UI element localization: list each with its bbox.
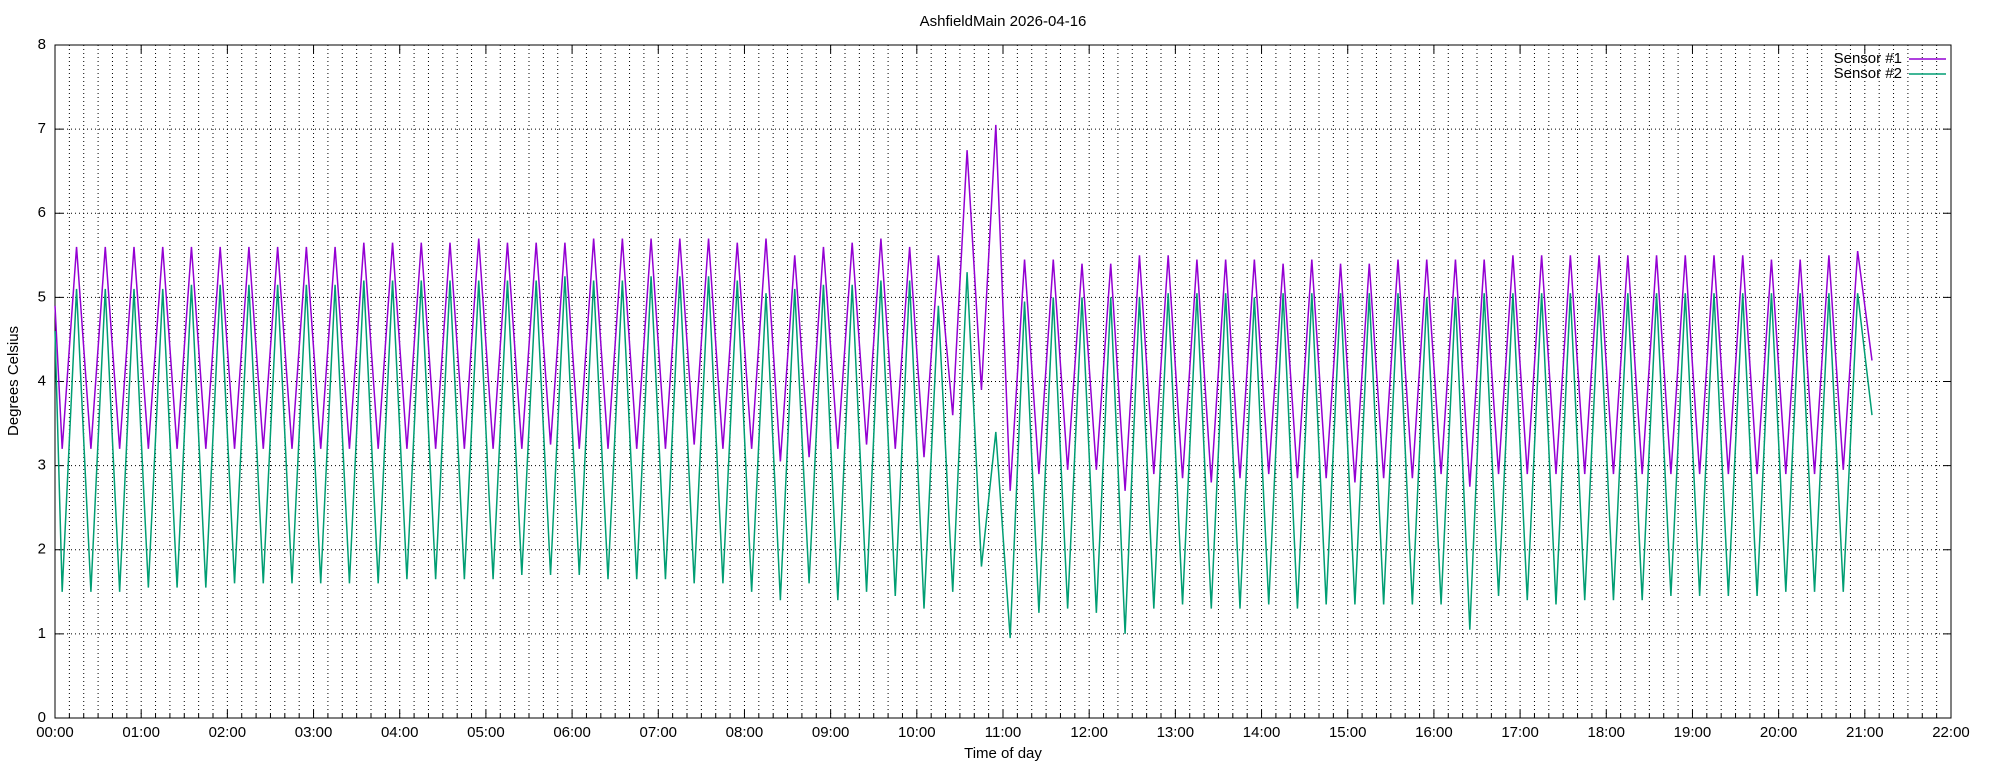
x-tick-label: 17:00 bbox=[1501, 724, 1539, 741]
x-tick-label: 04:00 bbox=[381, 724, 419, 741]
x-tick-label: 05:00 bbox=[467, 724, 505, 741]
x-tick-label: 03:00 bbox=[295, 724, 333, 741]
x-tick-label: 18:00 bbox=[1587, 724, 1625, 741]
series-line bbox=[54, 272, 1873, 639]
legend-label: Sensor #1 bbox=[1834, 50, 1902, 67]
x-tick-label: 00:00 bbox=[36, 724, 74, 741]
x-tick-label: 15:00 bbox=[1329, 724, 1367, 741]
chart-title: AshfieldMain 2026-04-16 bbox=[920, 13, 1087, 30]
x-tick-label: 01:00 bbox=[122, 724, 160, 741]
x-tick-label: 21:00 bbox=[1846, 724, 1884, 741]
y-tick-label: 8 bbox=[38, 36, 46, 53]
x-tick-label: 02:00 bbox=[209, 724, 247, 741]
y-tick-label: 0 bbox=[38, 709, 46, 726]
x-tick-label: 06:00 bbox=[553, 724, 591, 741]
x-tick-label: 22:00 bbox=[1932, 724, 1970, 741]
x-tick-label: 19:00 bbox=[1674, 724, 1712, 741]
x-axis-label: Time of day bbox=[964, 745, 1042, 762]
x-tick-label: 08:00 bbox=[726, 724, 764, 741]
y-tick-label: 5 bbox=[38, 288, 46, 305]
x-tick-label: 11:00 bbox=[985, 724, 1021, 741]
series-line bbox=[54, 124, 1873, 491]
y-tick-label: 7 bbox=[38, 120, 46, 137]
y-tick-label: 2 bbox=[38, 541, 46, 558]
x-tick-label: 07:00 bbox=[639, 724, 677, 741]
y-tick-label: 1 bbox=[38, 625, 46, 642]
x-tick-label: 13:00 bbox=[1157, 724, 1195, 741]
legend-label: Sensor #2 bbox=[1834, 65, 1902, 82]
x-tick-label: 09:00 bbox=[812, 724, 850, 741]
y-axis-label: Degrees Celsius bbox=[5, 326, 22, 436]
x-tick-label: 20:00 bbox=[1760, 724, 1798, 741]
plot-frame bbox=[54, 44, 1952, 719]
y-tick-label: 4 bbox=[38, 372, 46, 389]
y-tick-label: 6 bbox=[38, 204, 46, 221]
y-tick-label: 3 bbox=[38, 457, 46, 474]
x-tick-label: 12:00 bbox=[1070, 724, 1108, 741]
x-tick-label: 14:00 bbox=[1243, 724, 1281, 741]
x-tick-label: 10:00 bbox=[898, 724, 936, 741]
x-tick-label: 16:00 bbox=[1415, 724, 1453, 741]
